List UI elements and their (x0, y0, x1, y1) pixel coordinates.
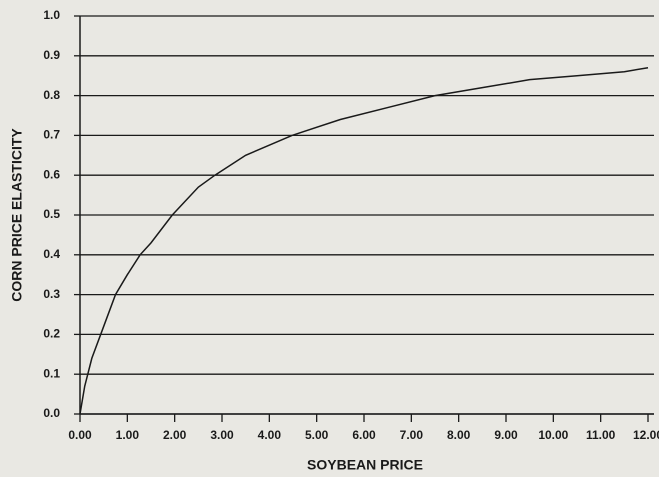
x-tick-label: 3.00 (210, 428, 234, 442)
x-tick-label: 9.00 (494, 428, 518, 442)
x-tick-label: 10.00 (538, 428, 568, 442)
x-tick-label: 8.00 (447, 428, 471, 442)
x-tick-label: 2.00 (163, 428, 187, 442)
y-tick-label: 0.4 (43, 247, 60, 261)
y-tick-label: 0.3 (43, 287, 60, 301)
y-tick-label: 0.7 (43, 128, 60, 142)
x-tick-label: 0.00 (68, 428, 92, 442)
y-tick-label: 0.0 (43, 406, 60, 420)
y-tick-label: 0.2 (43, 327, 60, 341)
x-tick-label: 4.00 (258, 428, 282, 442)
y-tick-label: 0.9 (43, 48, 60, 62)
data-line (79, 67, 649, 415)
x-tick-label: 1.00 (116, 428, 140, 442)
x-tick-label: 7.00 (400, 428, 424, 442)
y-axis-title: CORN PRICE ELASTICITY (9, 128, 25, 302)
y-tick-label: 0.6 (43, 167, 60, 181)
x-tick-label: 6.00 (352, 428, 376, 442)
x-tick-label: 11.00 (586, 428, 616, 442)
y-tick-label: 1.0 (43, 8, 60, 22)
y-tick-label: 0.5 (43, 207, 60, 221)
x-axis-title: SOYBEAN PRICE (307, 457, 423, 473)
y-tick-label: 0.1 (43, 366, 60, 380)
y-tick-label: 0.8 (43, 88, 60, 102)
x-tick-label: 12.00 (633, 428, 659, 442)
x-tick-label: 5.00 (305, 428, 329, 442)
